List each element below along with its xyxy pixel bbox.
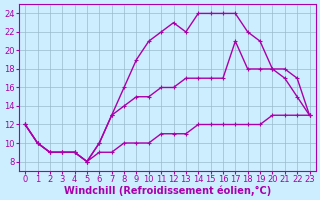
X-axis label: Windchill (Refroidissement éolien,°C): Windchill (Refroidissement éolien,°C) (64, 185, 271, 196)
